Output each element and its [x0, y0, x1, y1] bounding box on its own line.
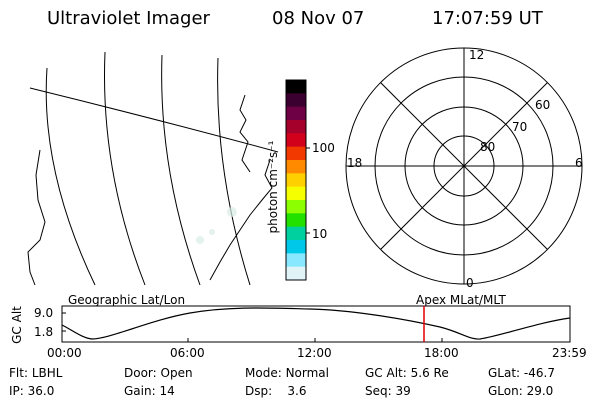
colorbar-swatch	[286, 106, 306, 121]
lat-label-60: 60	[535, 98, 551, 112]
timeline-left-label: Geographic Lat/Lon	[68, 293, 186, 307]
colorbar-swatch	[286, 266, 306, 281]
lat-label-70: 70	[512, 120, 528, 134]
colorbar-swatch	[286, 200, 306, 214]
colorbar-tick-10: 10	[312, 227, 328, 241]
lat-label-80: 80	[480, 140, 496, 154]
info-ip: IP: 36.0	[9, 384, 55, 398]
info-gain: Gain: 14	[124, 384, 175, 398]
info-seq: Seq: 39	[365, 384, 411, 398]
info-gc-alt: GC Alt: 5.6 Re	[365, 366, 449, 380]
info-glat: GLat: -46.7	[488, 366, 555, 380]
timeline-ytick-high: 9.0	[34, 306, 54, 320]
timeline-xtick-0: 00:00	[47, 346, 82, 360]
colorbar-swatch	[286, 93, 306, 108]
info-door: Door: Open	[124, 366, 193, 380]
colorbar-swatch	[286, 160, 306, 174]
info-flt: Flt: LBHL	[9, 366, 63, 380]
timeline-right-label: Apex MLat/MLT	[416, 293, 506, 307]
colorbar-swatch	[286, 80, 306, 94]
colorbar-swatch	[286, 133, 306, 148]
observation-time: 17:07:59 UT	[432, 8, 543, 29]
colorbar-swatch	[286, 146, 306, 161]
app-title: Ultraviolet Imager	[47, 8, 210, 29]
timeline-xtick-2: 12:00	[297, 346, 332, 360]
colorbar-swatch	[286, 173, 306, 188]
colorbar-swatch	[286, 240, 306, 254]
info-glon: GLon: 29.0	[488, 384, 554, 398]
colorbar-swatch	[286, 253, 306, 268]
colorbar-swatch	[286, 120, 306, 134]
colorbar-swatch	[286, 213, 306, 228]
info-mode: Mode: Normal	[245, 366, 329, 380]
colorbar-tick-100: 100	[312, 141, 335, 155]
mlt-label-0: 0	[466, 276, 474, 290]
colorbar-swatch	[286, 226, 306, 241]
timeline-xtick-3: 18:00	[424, 346, 459, 360]
timeline-xtick-4: 23:59	[552, 346, 587, 360]
mlt-label-18: 18	[347, 156, 363, 170]
info-dsp: Dsp: 3.6	[245, 384, 307, 398]
colorbar-swatch	[286, 186, 306, 201]
timeline-ytick-low: 1.8	[34, 325, 54, 339]
observation-date: 08 Nov 07	[272, 8, 365, 29]
timeline-xtick-1: 06:00	[170, 346, 205, 360]
mlt-label-6: 6	[575, 156, 583, 170]
mlt-label-12: 12	[469, 48, 485, 62]
